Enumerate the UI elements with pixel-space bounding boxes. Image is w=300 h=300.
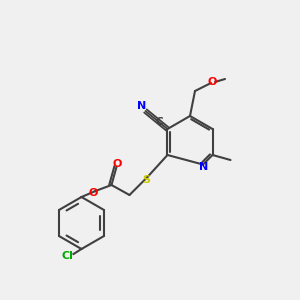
Text: C: C <box>156 117 163 127</box>
Text: N: N <box>200 161 208 172</box>
Text: Cl: Cl <box>61 251 74 261</box>
Text: O: O <box>113 159 122 169</box>
Text: O: O <box>207 77 217 87</box>
Text: O: O <box>89 188 98 198</box>
Text: S: S <box>142 175 151 185</box>
Text: N: N <box>137 101 146 111</box>
